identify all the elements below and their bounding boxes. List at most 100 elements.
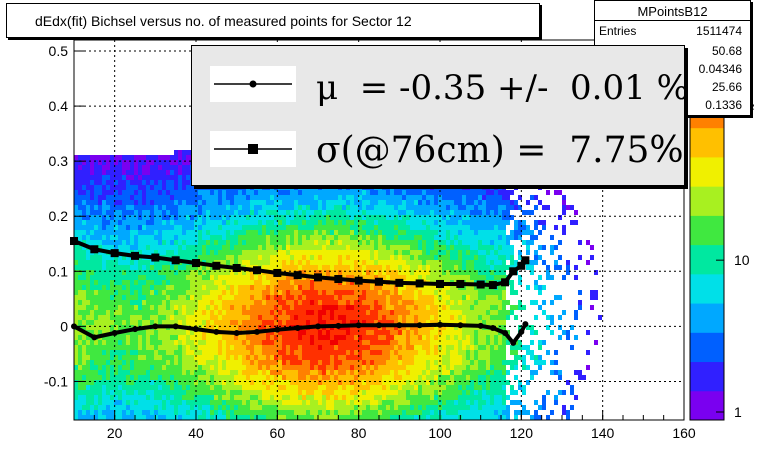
heatmap-cell (406, 225, 410, 230)
heatmap-cell (270, 375, 274, 380)
heatmap-cell (286, 245, 290, 250)
heatmap-cell (354, 195, 358, 200)
heatmap-cell (206, 270, 210, 275)
heatmap-cell (178, 315, 182, 320)
heatmap-cell (106, 195, 110, 200)
heatmap-cell (318, 280, 322, 285)
heatmap-cell (170, 210, 174, 215)
heatmap-cell (378, 335, 382, 340)
heatmap-cell (338, 415, 342, 420)
heatmap-cell (362, 405, 366, 410)
heatmap-cell (258, 340, 262, 345)
heatmap-cell (74, 375, 78, 380)
heatmap-cell (206, 360, 210, 365)
heatmap-cell (178, 310, 182, 315)
heatmap-cell (394, 410, 398, 415)
heatmap-cell (390, 240, 394, 245)
heatmap-cell (202, 185, 206, 190)
heatmap-cell (302, 410, 306, 415)
heatmap-cell (390, 345, 394, 350)
heatmap-cell (346, 360, 350, 365)
heatmap-cell (294, 410, 298, 415)
heatmap-cell (378, 190, 382, 195)
heatmap-cell (350, 195, 354, 200)
heatmap-cell (158, 195, 162, 200)
heatmap-cell (182, 335, 186, 340)
heatmap-cell (162, 175, 166, 180)
heatmap-cell (430, 365, 434, 370)
heatmap-cell (182, 150, 186, 155)
heatmap-cell (422, 250, 426, 255)
heatmap-cell (318, 210, 322, 215)
heatmap-cell (326, 280, 330, 285)
heatmap-cell (186, 310, 190, 315)
heatmap-cell (314, 210, 318, 215)
heatmap-cell (370, 390, 374, 395)
heatmap-cell (94, 185, 98, 190)
heatmap-cell (226, 315, 230, 320)
heatmap-cell (90, 305, 94, 310)
heatmap-cell (142, 165, 146, 170)
heatmap-cell (118, 155, 122, 160)
heatmap-cell (366, 225, 370, 230)
heatmap-cell (310, 255, 314, 260)
heatmap-cell (86, 320, 90, 325)
heatmap-cell (258, 250, 262, 255)
heatmap-cell (422, 320, 426, 325)
heatmap-cell (286, 365, 290, 370)
heatmap-cell (426, 390, 430, 395)
heatmap-cell (126, 370, 130, 375)
heatmap-cell (366, 345, 370, 350)
heatmap-cell (246, 250, 250, 255)
heatmap-cell (426, 415, 430, 420)
heatmap-cell (106, 205, 110, 210)
heatmap-cell (274, 255, 278, 260)
heatmap-cell (238, 340, 242, 345)
heatmap-cell (298, 190, 302, 195)
heatmap-cell (334, 375, 338, 380)
heatmap-cell (86, 260, 90, 265)
heatmap-cell (250, 275, 254, 280)
heatmap-cell (134, 305, 138, 310)
heatmap-cell (94, 230, 98, 235)
heatmap-cell (258, 230, 262, 235)
heatmap-cell (226, 230, 230, 235)
heatmap-cell (274, 250, 278, 255)
heatmap-cell (370, 395, 374, 400)
heatmap-cell (154, 170, 158, 175)
heatmap-cell (74, 330, 78, 335)
heatmap-cell (122, 360, 126, 365)
heatmap-cell (262, 185, 266, 190)
heatmap-cell (318, 245, 322, 250)
heatmap-cell (314, 265, 318, 270)
heatmap-cell (394, 315, 398, 320)
heatmap-cell (422, 240, 426, 245)
heatmap-cell (354, 340, 358, 345)
heatmap-cell (362, 315, 366, 320)
heatmap-cell (370, 320, 374, 325)
heatmap-cell (110, 390, 114, 395)
heatmap-cell (246, 395, 250, 400)
heatmap-cell (290, 270, 294, 275)
heatmap-cell (218, 385, 222, 390)
heatmap-cell (98, 325, 102, 330)
heatmap-cell (214, 190, 218, 195)
heatmap-cell (98, 285, 102, 290)
heatmap-cell (210, 355, 214, 360)
heatmap-cell (206, 390, 210, 395)
heatmap-cell (298, 415, 302, 420)
heatmap-cell (106, 400, 110, 405)
heatmap-cell (134, 395, 138, 400)
heatmap-cell (226, 320, 230, 325)
heatmap-cell (334, 210, 338, 215)
heatmap-cell (262, 220, 266, 225)
heatmap-cell (374, 190, 378, 195)
heatmap-cell (194, 360, 198, 365)
heatmap-cell (298, 290, 302, 295)
heatmap-cell (162, 165, 166, 170)
heatmap-cell (302, 240, 306, 245)
heatmap-cell (154, 400, 158, 405)
heatmap-cell (382, 360, 386, 365)
heatmap-cell (266, 255, 270, 260)
heatmap-cell (290, 295, 294, 300)
